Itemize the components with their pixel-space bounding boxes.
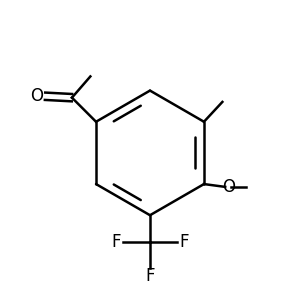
Text: O: O — [31, 87, 44, 105]
Text: F: F — [179, 233, 189, 251]
Text: F: F — [145, 267, 155, 285]
Text: F: F — [111, 233, 121, 251]
Text: O: O — [222, 178, 236, 196]
